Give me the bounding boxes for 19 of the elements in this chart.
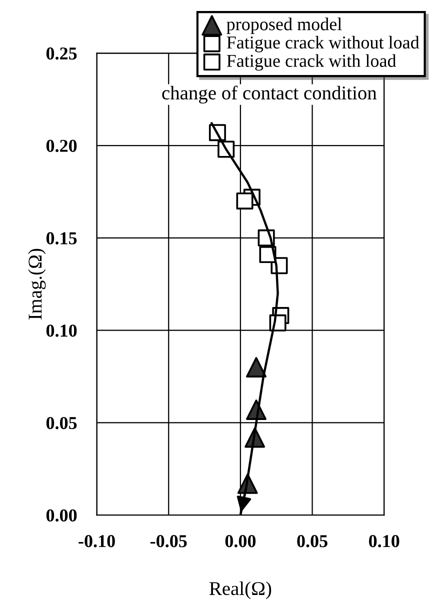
x-tick-label: 0.00 xyxy=(225,535,256,548)
y-tick-label: 0.10 xyxy=(46,324,77,337)
y-tick-label: 0.25 xyxy=(46,47,77,60)
point xyxy=(246,357,266,378)
y-tick-label: 0.15 xyxy=(46,232,77,244)
x-tick-label: 0.05 xyxy=(297,535,328,548)
y-tick-label: 0.05 xyxy=(46,416,77,430)
y-tick-label: 0.00 xyxy=(46,509,77,522)
y-tick-label: 0.20 xyxy=(46,140,77,152)
x-tick-label: -0.05 xyxy=(150,535,187,548)
legend-label: proposed model xyxy=(226,18,342,34)
legend-label: Fatigue crack with load xyxy=(226,54,396,71)
point xyxy=(236,192,254,210)
annotation: change of contact condition xyxy=(162,86,377,104)
legend-label: Fatigue crack without load xyxy=(226,36,420,52)
y-axis-title: Imag.(Ω) xyxy=(28,248,46,320)
x-tick-label: 0.10 xyxy=(369,535,400,548)
x-axis-title: Real(Ω) xyxy=(209,581,272,600)
x-tick-label: -0.10 xyxy=(78,535,115,548)
